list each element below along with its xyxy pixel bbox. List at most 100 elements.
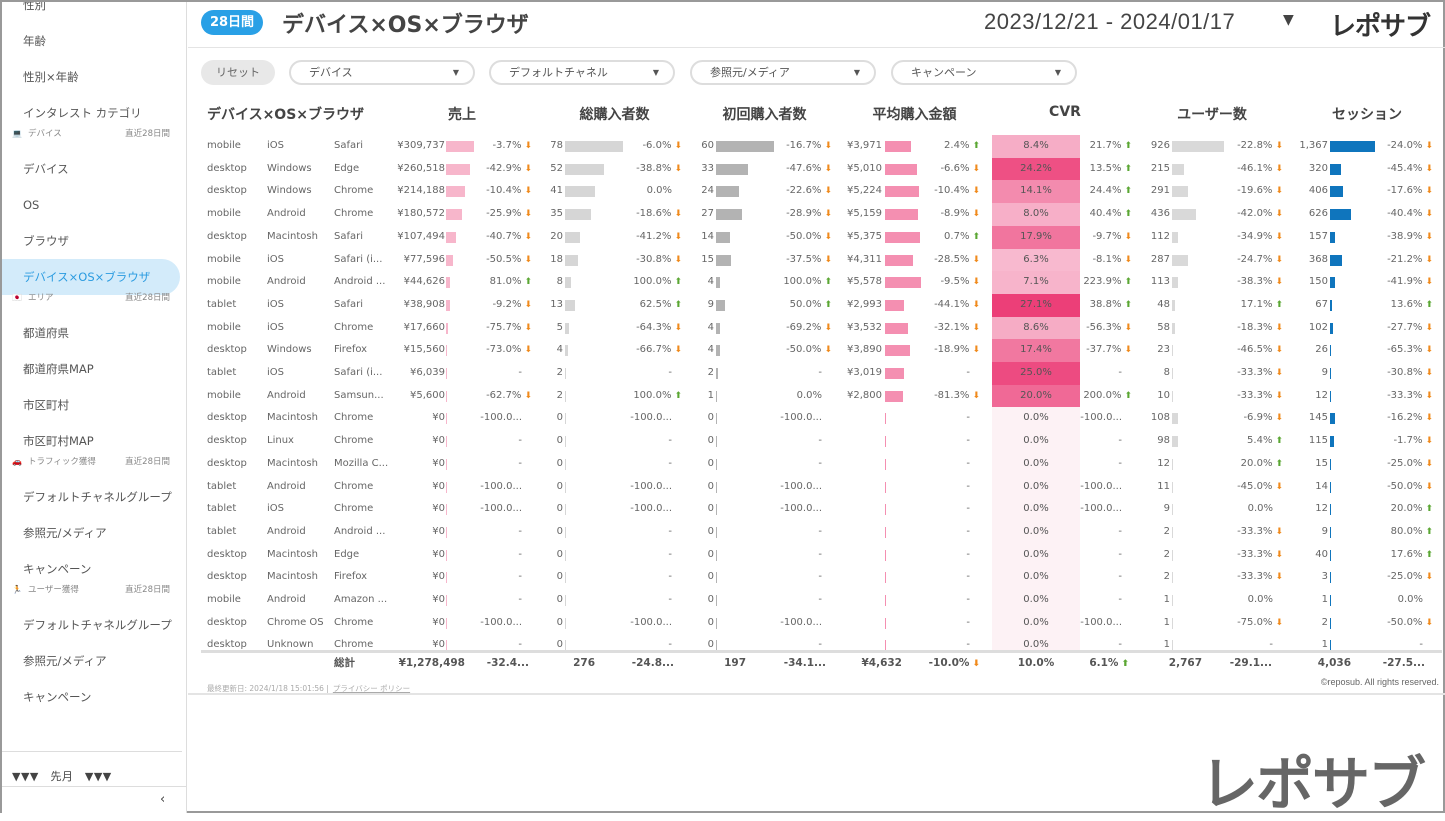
table-row[interactable]: desktop Windows Edge ¥260,518 -42.9% ⬇ 52 -38.8…	[2, 157, 1445, 181]
sidebar-item[interactable]: 年齢	[23, 34, 46, 48]
device-filter-dropdown[interactable]: デバイス ▼	[289, 60, 475, 85]
sidebar-item[interactable]: キャンペーン	[23, 690, 92, 704]
header-revenue[interactable]: 売上	[448, 107, 476, 123]
avg-purchase-cell: ¥3,971	[847, 140, 882, 151]
sidebar-item[interactable]: 市区町村	[23, 398, 69, 412]
sidebar-item[interactable]: ブラウザ	[23, 234, 69, 248]
table-row[interactable]: tablet iOS Chrome ¥0 -100.0... 0 -100.0... 0 -10…	[2, 498, 1445, 521]
change-value: -46.5%	[1237, 344, 1273, 356]
table-row[interactable]: tablet Android Android ... ¥0 - 0 - 0 - - 0.0% - 2 -3…	[2, 520, 1445, 544]
header-users[interactable]: ユーザー数	[1177, 107, 1247, 123]
privacy-policy-link[interactable]: プライバシー ポリシー	[332, 684, 411, 693]
header-first-purchasers[interactable]: 初回購入者数	[722, 107, 807, 123]
date-range[interactable]: 2023/12/21 - 2024/01/17	[984, 9, 1236, 34]
sidebar-item[interactable]: デフォルトチャネルグループ	[23, 618, 172, 632]
purchasers-bar	[565, 231, 580, 243]
table-row[interactable]: desktop Macintosh Chrome ¥0 -100.0... 0 -100.0…	[2, 407, 1445, 431]
table-row[interactable]: desktop Macintosh Safari ¥107,494 -40.7% ⬇ 20-…	[2, 225, 1445, 249]
reset-button[interactable]: リセット	[201, 60, 275, 85]
table-row[interactable]: desktop Macintosh Edge ¥0 - 0 - 0 - - 0.0% - 2 -33.3%…	[2, 543, 1445, 567]
sidebar-item[interactable]: 性別	[23, 2, 46, 12]
chevron-left-icon[interactable]: ‹	[160, 792, 166, 807]
table-row[interactable]: desktop Linux Chrome ¥0 - 0 - 0 - - 0.0% - 98 5.4% ⬆ 11…	[2, 430, 1445, 453]
header-purchasers[interactable]: 総購入者数	[579, 107, 650, 123]
sidebar-item[interactable]: キャンペーン	[23, 562, 92, 576]
change-value: 17.6%	[1390, 548, 1423, 560]
purchasers-cell: 0	[556, 457, 563, 469]
sidebar-item[interactable]: 性別×年齢	[23, 70, 79, 84]
change-value: -8.9%	[940, 208, 970, 220]
sidebar-item[interactable]: デフォルトチャネルグループ	[23, 490, 172, 504]
table-row[interactable]: mobile iOS Safari (i... ¥77,596 -50.5% ⬇ 18 -30…	[2, 248, 1445, 272]
header-dimension[interactable]: デバイス×OS×ブラウザ	[207, 107, 365, 123]
sidebar-item[interactable]: OS	[23, 198, 40, 212]
os-cell: iOS	[267, 253, 284, 265]
header-avg-purchase[interactable]: 平均購入金額	[872, 107, 957, 123]
change-value: 80.0%	[1390, 525, 1423, 537]
table-row[interactable]: tablet iOS Safari ¥38,908 -9.2% ⬇ 13 62.5% ⬆ 9 50.…	[2, 293, 1445, 317]
cvr-change-cell: -9.7% ⬇	[1092, 226, 1132, 249]
table-row[interactable]: mobile iOS Safari ¥309,737 -3.7% ⬇ 78 -6.0% ⬇ 60-…	[2, 135, 1445, 158]
sidebar-item[interactable]: 参照元/メディア	[23, 654, 107, 668]
revenue-change-cell: -50.5% ⬇	[486, 249, 532, 272]
table-row[interactable]: mobile iOS Chrome ¥17,660 -75.7% ⬇ 5 -64.3% ⬇ 4 -6…	[2, 316, 1445, 340]
first-purchasers-cell: 4	[707, 344, 714, 356]
revenue-bar	[446, 572, 447, 584]
users-change-cell: -33.3% ⬇	[1237, 544, 1283, 567]
header-sessions[interactable]: セッション	[1332, 107, 1402, 123]
table-row[interactable]: desktop Windows Chrome ¥214,188 -10.4% ⬇ 41 0.0…	[2, 180, 1445, 204]
cvr-change-cell: -	[1118, 544, 1132, 567]
revenue-bar	[446, 254, 453, 266]
caret-down-icon[interactable]: ▼	[1283, 12, 1294, 28]
source-medium-filter-dropdown[interactable]: 参照元/メディア ▼	[690, 60, 876, 85]
users-change-cell: -46.5% ⬇	[1237, 339, 1283, 362]
os-cell: iOS	[267, 140, 284, 151]
table-row[interactable]: desktop Chrome OS Chrome ¥0 -100.0... 0 -100.0…	[2, 611, 1445, 635]
header-cvr[interactable]: CVR	[1049, 104, 1081, 120]
change-value: -	[966, 639, 970, 651]
sidebar-item[interactable]: デバイス	[23, 162, 69, 176]
revenue-change-cell: -10.4% ⬇	[486, 180, 532, 203]
browser-cell: Safari (i...	[334, 253, 383, 265]
sidebar-item[interactable]: 都道府県	[23, 326, 69, 340]
avg-purchase-change-cell: -	[966, 498, 980, 521]
table-row[interactable]: desktop Macintosh Mozilla C... ¥0 - 0 - 0 - - 0.0%…	[2, 452, 1445, 476]
table-row[interactable]: desktop Unknown Chrome ¥0 - 0 - 0 - - 0.0% - 1 - 1 -	[2, 634, 1445, 651]
sidebar-item[interactable]: 参照元/メディア	[23, 526, 107, 540]
avg-purchase-bar	[885, 209, 919, 221]
sessions-bar	[1330, 572, 1331, 584]
cvr-cell: 14.1%	[992, 180, 1080, 204]
table-row[interactable]: mobile Android Chrome ¥180,572 -25.9% ⬇ 35 -18.…	[2, 203, 1445, 226]
browser-cell: Android ...	[334, 276, 386, 288]
arrow-down-icon: ⬇	[524, 345, 532, 356]
table-row[interactable]: desktop Windows Firefox ¥15,560 -73.0% ⬇ 4 -66.…	[2, 339, 1445, 362]
sessions-change-cell: -24.0% ⬇	[1387, 135, 1433, 158]
change-value: -42.0%	[1237, 208, 1273, 220]
users-cell: 2	[1163, 525, 1170, 537]
change-value: -18.3%	[1237, 321, 1273, 333]
change-value: 81.0%	[489, 276, 522, 288]
previous-month-toggle[interactable]: ▼▼▼ 先月 ▼▼▼	[12, 770, 112, 783]
change-value: -37.7%	[1086, 344, 1122, 356]
section-title: 🚗 トラフィック獲得	[12, 452, 96, 472]
os-cell: Macintosh	[267, 230, 318, 242]
table-row[interactable]: tablet iOS Safari (i... ¥6,039 - 2 - 2 - ¥3,019 - 2…	[2, 362, 1445, 385]
browser-cell: Safari	[334, 230, 364, 242]
change-value: 24.4%	[1089, 185, 1122, 197]
sidebar-item[interactable]: インタレスト カテゴリ	[23, 106, 142, 120]
campaign-filter-dropdown[interactable]: キャンペーン ▼	[891, 60, 1077, 85]
change-value: -64.3%	[636, 321, 672, 333]
sidebar-item[interactable]: 市区町村MAP	[23, 434, 94, 448]
sessions-bar	[1330, 458, 1331, 470]
table-row[interactable]: mobile Android Samsun... ¥5,600 -62.7% ⬇ 2 100.…	[2, 384, 1445, 408]
table-row[interactable]: desktop Macintosh Firefox ¥0 - 0 - 0 - - 0.0% - 2 -33…	[2, 566, 1445, 589]
sidebar-item[interactable]: 都道府県MAP	[23, 362, 94, 376]
table-row[interactable]: mobile Android Amazon ... ¥0 - 0 - 0 - - 0.0% - 1 0.0…	[2, 589, 1445, 612]
table-row[interactable]: mobile Android Android ... ¥44,626 81.0% ⬆ 8 10…	[2, 271, 1445, 294]
table-row[interactable]: tablet Android Chrome ¥0 -100.0... 0 -100.0...…	[2, 475, 1445, 499]
japan-flag-icon: 🇯🇵	[12, 293, 22, 302]
sidebar-item[interactable]: デバイス×OS×ブラウザ	[2, 259, 180, 295]
channel-filter-dropdown[interactable]: デフォルトチャネル ▼	[489, 60, 675, 85]
sessions-change-cell: -25.0% ⬇	[1387, 453, 1433, 476]
users-change-cell: -34.9% ⬇	[1237, 226, 1283, 249]
